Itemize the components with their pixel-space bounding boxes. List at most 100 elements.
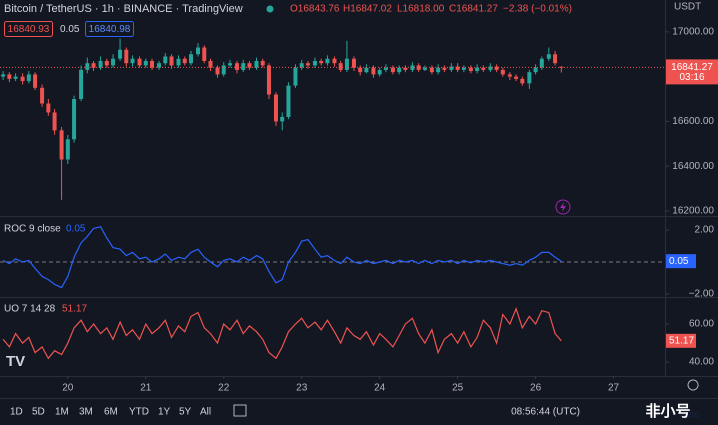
candle-body (189, 54, 194, 64)
candle-body (500, 69, 505, 75)
currency[interactable]: USDT (674, 2, 701, 13)
candle-body (182, 58, 187, 64)
candle-body (176, 58, 181, 66)
y-tick-label: 16600.00 (672, 116, 714, 127)
range-button[interactable]: 5Y (179, 407, 192, 418)
last-price: 16841.27 (671, 62, 713, 73)
range-button[interactable]: 1D (10, 407, 23, 418)
candle-body (46, 103, 51, 113)
candle-body (104, 60, 109, 66)
candle-body (157, 63, 162, 68)
candle-body (332, 58, 337, 64)
watermark-bg (618, 400, 718, 424)
range-button[interactable]: 3M (79, 407, 93, 418)
candle-body (52, 112, 57, 131)
candle-body (397, 67, 402, 73)
range-button[interactable]: 6M (104, 407, 118, 418)
candle-body (59, 130, 64, 160)
x-tick-label: 24 (374, 383, 386, 394)
candle-body (260, 60, 265, 66)
candle-body (520, 78, 525, 84)
x-tick-label: 25 (452, 383, 464, 394)
candle-body (514, 76, 519, 79)
y-tick-label: 2.00 (695, 225, 715, 236)
candle-body (137, 58, 142, 66)
candle-body (98, 60, 103, 68)
candle-body (429, 67, 434, 73)
buy-price[interactable]: 16840.98 (89, 24, 131, 35)
candle-body (358, 67, 363, 73)
candle-body (13, 76, 18, 79)
candle-body (111, 58, 116, 66)
candle-body (488, 66, 493, 70)
candle-body (247, 63, 252, 68)
range-button[interactable]: 5D (32, 407, 45, 418)
settings-icon[interactable] (687, 379, 699, 391)
candle-body (254, 60, 259, 68)
last-price-tag (666, 59, 718, 85)
sell-box[interactable] (4, 21, 53, 37)
y-tick-label: 60.00 (689, 319, 714, 330)
ohlc-low: L16818.00 (397, 4, 445, 15)
candle-body (20, 76, 25, 82)
y-tick-label: 17000.00 (672, 26, 714, 37)
candle-body (169, 56, 174, 66)
x-tick-label: 26 (530, 383, 542, 394)
candle-body (299, 63, 304, 68)
candle-body (241, 63, 246, 70)
candle-body (344, 58, 349, 70)
alert-icon[interactable] (555, 199, 571, 215)
candle-body (221, 65, 226, 75)
x-tick-label: 22 (218, 383, 230, 394)
candle-body (130, 58, 135, 64)
candle-body (351, 58, 356, 68)
range-button[interactable]: All (200, 407, 211, 418)
candle-body (26, 74, 31, 82)
candle-body (455, 66, 460, 70)
candle-body (422, 67, 427, 70)
candle-body (227, 63, 232, 66)
y-tick-label: −2.00 (689, 289, 715, 300)
indicator-line (2, 226, 562, 289)
candle-body (79, 69, 84, 100)
ohlc-open: O16843.76 (290, 4, 340, 15)
status-dot (266, 5, 274, 13)
candle-body (364, 67, 369, 73)
candle-body (546, 54, 551, 59)
sell-price[interactable]: 16840.93 (8, 24, 50, 35)
range-button[interactable]: 1Y (158, 407, 171, 418)
buy-box[interactable] (85, 21, 134, 37)
candle-body (234, 63, 239, 70)
indicator-tag (666, 333, 696, 348)
candle-body (494, 66, 499, 70)
candle-body (286, 85, 291, 117)
countdown: 03:16 (679, 72, 704, 83)
x-tick-label: 27 (608, 383, 620, 394)
candle-body (377, 69, 382, 75)
x-tick-label: 20 (62, 383, 74, 394)
candle-body (410, 65, 415, 70)
candle-body (293, 67, 298, 86)
candle-body (40, 87, 45, 104)
candle-body (461, 67, 466, 70)
candle-body (91, 63, 96, 68)
candle-body (143, 60, 148, 66)
candle-body (553, 54, 558, 64)
candle-body (507, 74, 512, 77)
candle-body (7, 74, 12, 79)
candle-body (118, 49, 123, 59)
candle-body (280, 116, 285, 122)
ohlc-change: −2.38 (−0.01%) (503, 4, 572, 15)
range-button[interactable]: YTD (129, 407, 149, 418)
indicator-line (2, 307, 562, 360)
indicator-tag-label: 51.17 (669, 335, 694, 346)
candle-body (468, 67, 473, 72)
candle-body (163, 56, 168, 64)
candle-body (527, 72, 532, 84)
date-range-icon[interactable] (233, 404, 247, 417)
candle-body (449, 66, 454, 70)
symbol-title: Bitcoin / TetherUS · 1h · BINANCE · Trad… (4, 3, 243, 15)
candle-body (325, 58, 330, 64)
range-button[interactable]: 1M (55, 407, 69, 418)
candle-body (390, 67, 395, 73)
